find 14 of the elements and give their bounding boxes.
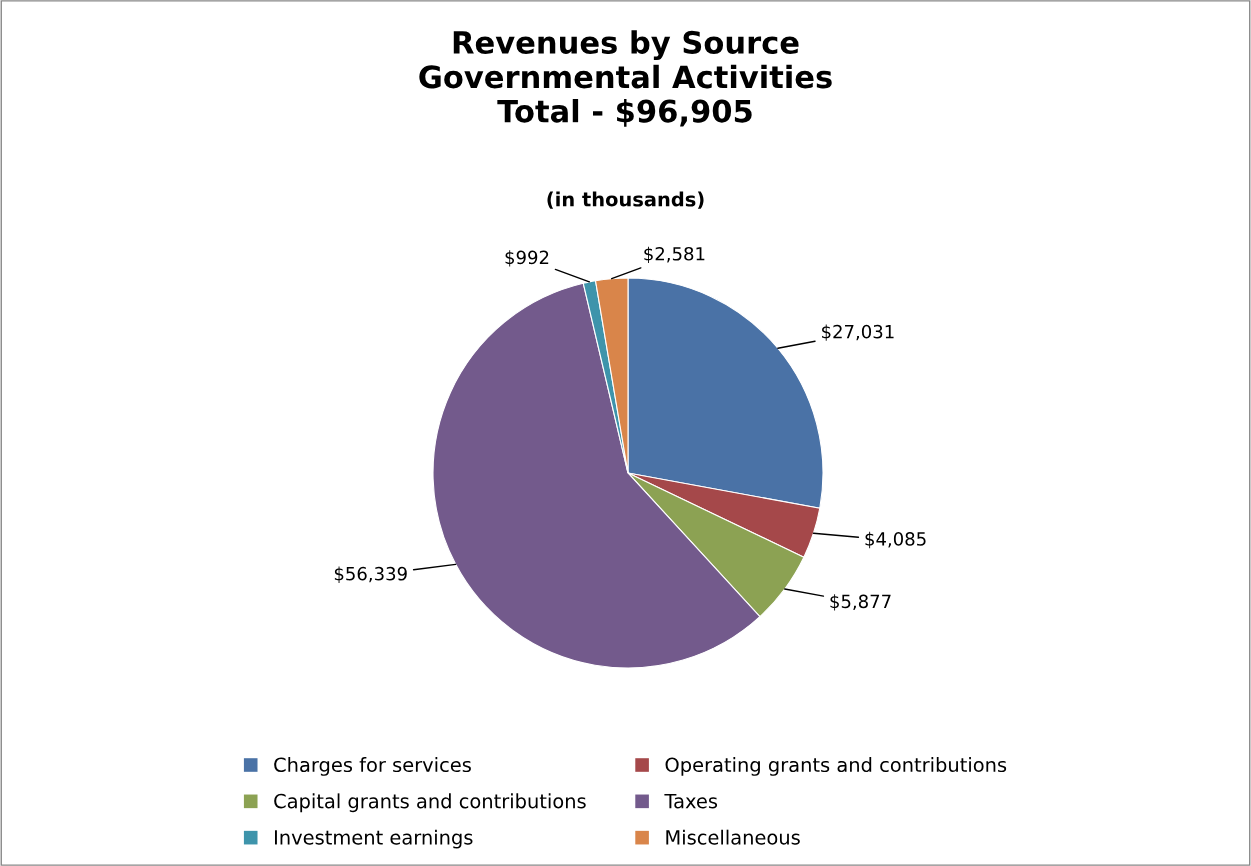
data-label: $4,085 <box>865 531 926 549</box>
legend-label: Investment earnings <box>274 829 473 849</box>
legend-label: Operating grants and contributions <box>665 757 1007 776</box>
legend-label: Miscellaneous <box>666 829 800 845</box>
legend-label: Charges for services <box>274 757 471 776</box>
chart-subtitle: (in thousands) <box>547 191 704 209</box>
data-label: $992 <box>505 250 549 267</box>
chart-title: Revenues by Source Governmental Activities Total - $96,905 <box>419 30 832 127</box>
legend-label: Taxes <box>664 793 718 809</box>
data-label: $2,581 <box>644 246 705 263</box>
data-label: $27,031 <box>822 324 894 341</box>
legend-label: Capital grants and contributions <box>274 793 586 813</box>
data-label: $56,339 <box>334 566 407 583</box>
data-label: $5,877 <box>830 594 891 611</box>
